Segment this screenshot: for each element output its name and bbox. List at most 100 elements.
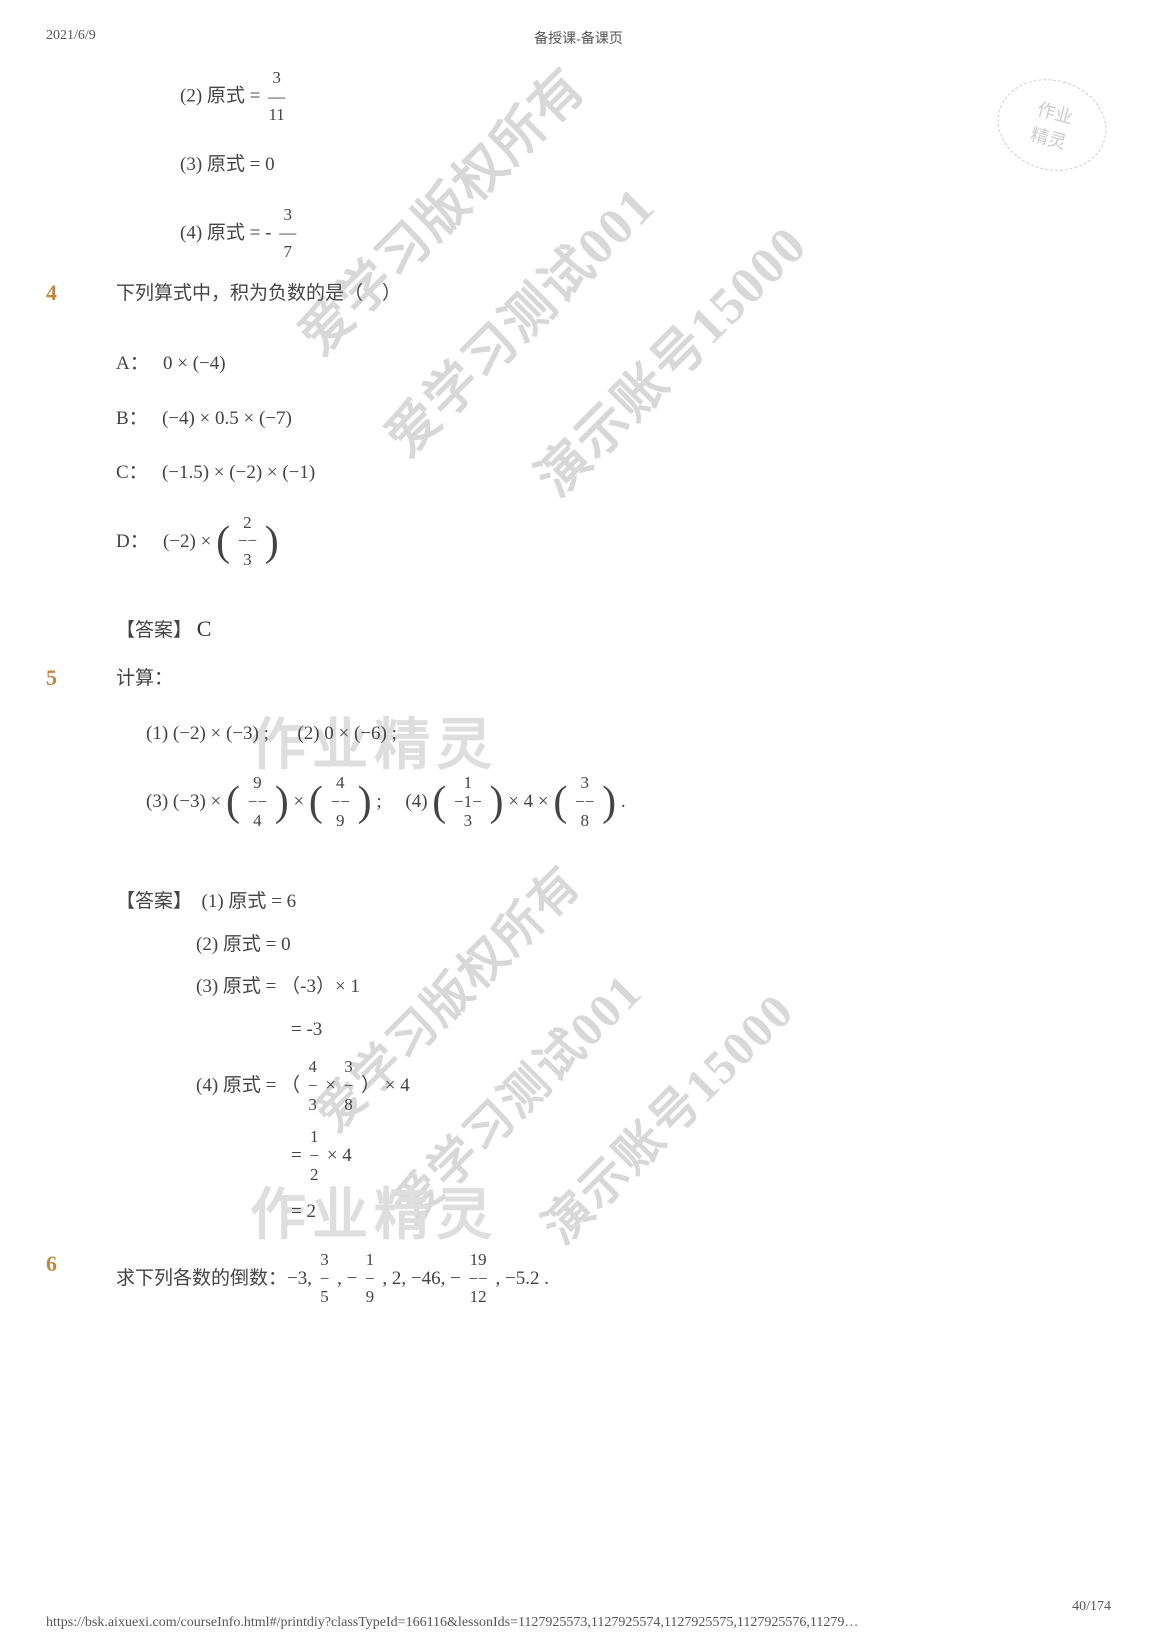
frac-num: 19 <box>469 1251 488 1270</box>
opt-d-label: D： <box>116 530 149 551</box>
frac-den: 9 <box>331 812 350 831</box>
intro-4-label: (4) 原式 = - <box>180 222 271 243</box>
q4-stem: 下列算式中，积为负数的是（ ） <box>116 280 1111 309</box>
q5-a4: (4) 原式 = （ 4 − 3 × 3 − 8 ） × 4 <box>196 1058 1111 1114</box>
intro-3: (3) 原式 = 0 <box>180 151 1111 180</box>
opt-a-label: A： <box>116 353 149 374</box>
intro-4-frac: 3 — 7 <box>279 206 296 262</box>
frac-num: 1 <box>365 1251 375 1270</box>
q5-answer: 【答案】 (1) 原式 = 6 <box>116 888 1111 917</box>
frac-num: 4 <box>308 1058 318 1077</box>
rparen-icon: ) <box>489 781 503 823</box>
lparen-icon: ( <box>216 521 230 563</box>
intro-2-label: (2) 原式 = <box>180 85 260 106</box>
q5-a4b-frac: 1 − 2 <box>309 1128 319 1184</box>
q5-number: 5 <box>46 665 57 691</box>
rparen-icon: ) <box>358 781 372 823</box>
intro-2-frac: 3 — 11 <box>268 69 285 125</box>
frac-den: 4 <box>248 812 267 831</box>
q4-option-b: B： (−4) × 0.5 × (−7) <box>116 405 1111 434</box>
frac-num: 4 <box>331 774 350 793</box>
opt-a-text: 0 × (−4) <box>163 353 226 374</box>
opt-b-label: B： <box>116 408 148 429</box>
q6-s3: , −5.2 . <box>496 1268 549 1289</box>
q5-row1: (1) (−2) × (−3) ; (2) 0 × (−6) ; <box>146 720 1111 749</box>
q5-a4b-pre: = <box>291 1145 306 1166</box>
q5-a4-pre: (4) 原式 = （ <box>196 1075 300 1096</box>
q5-p2: (2) 0 × (−6) ; <box>297 723 397 744</box>
footer-pageno: 40/174 <box>1072 1599 1111 1615</box>
q5-p3-f1: 9 −− 4 <box>248 774 267 830</box>
q6-s2: , 2, −46, − <box>382 1268 460 1289</box>
q4-block: 下列算式中，积为负数的是（ ） A： 0 × (−4) B： (−4) × 0.… <box>116 280 1111 646</box>
ans-label: 【答案】 <box>116 891 192 912</box>
frac-den: 8 <box>344 1096 354 1115</box>
frac-den: 5 <box>320 1288 330 1307</box>
opt-c-label: C： <box>116 462 148 483</box>
q5-a4-f2: 3 − 8 <box>344 1058 354 1114</box>
frac-num: 3 <box>344 1058 354 1077</box>
q6-f2: 1 − 9 <box>365 1251 375 1307</box>
q5-a4b: = 1 − 2 × 4 <box>291 1128 1111 1184</box>
footer-url: https://bsk.aixuexi.com/courseInfo.html#… <box>46 1615 858 1631</box>
q5-p3-post: ; <box>376 791 381 812</box>
frac-num: 3 <box>279 206 296 225</box>
frac-den: 7 <box>279 243 296 262</box>
q5-p4-pre: (4) <box>405 791 427 812</box>
q5-block: 计算： (1) (−2) × (−3) ; (2) 0 × (−6) ; (3)… <box>116 665 1111 1227</box>
q5-p4-f2: 3 −− 8 <box>575 774 594 830</box>
frac-den: 3 <box>454 812 482 831</box>
q5-a4b-post: × 4 <box>327 1145 352 1166</box>
q5-p4-post: . <box>621 791 626 812</box>
q5-a4-mid: × <box>325 1075 336 1096</box>
lparen-icon: ( <box>553 781 567 823</box>
q6-stem: 求下列各数的倒数：−3, 3 − 5 , − 1 − 9 , 2, −46, −… <box>116 1251 1111 1307</box>
frac-den: 9 <box>365 1288 375 1307</box>
frac-den: 8 <box>575 812 594 831</box>
q6-stem-pre: 求下列各数的倒数：−3, <box>116 1268 312 1289</box>
q5-p3-pre: (3) (−3) × <box>146 791 221 812</box>
frac-den: 11 <box>268 106 285 125</box>
q5-p4-mid: × 4 × <box>508 791 548 812</box>
q6-f3: 19 −− 12 <box>469 1251 488 1307</box>
frac-num: 3 <box>575 774 594 793</box>
q4-answer: 【答案】 C <box>116 612 1111 646</box>
frac-num: 1 <box>454 774 482 793</box>
q5-a3b: = -3 <box>291 1016 1111 1045</box>
rparen-icon: ) <box>275 781 289 823</box>
q5-a2: (2) 原式 = 0 <box>196 931 1111 960</box>
q4-option-c: C： (−1.5) × (−2) × (−1) <box>116 459 1111 488</box>
q5-a1: (1) 原式 = 6 <box>202 891 297 912</box>
frac-num: 3 <box>320 1251 330 1270</box>
ans-label: 【答案】 <box>116 620 192 641</box>
q5-row2: (3) (−3) × ( 9 −− 4 ) × ( 4 −− 9 ) ; <box>146 774 1111 830</box>
frac-num: 1 <box>309 1128 319 1147</box>
q6-f1: 3 − 5 <box>320 1251 330 1307</box>
q5-a4-f1: 4 − 3 <box>308 1058 318 1114</box>
q5-p1: (1) (−2) × (−3) ; <box>146 723 269 744</box>
frac-den: 2 <box>309 1166 319 1185</box>
page-content: (2) 原式 = 3 — 11 (3) 原式 = 0 (4) 原式 = - 3 … <box>46 65 1111 1577</box>
q4-number: 4 <box>46 280 57 306</box>
q4-option-d: D： (−2) × ( 2 −− 3 ) <box>116 514 1111 570</box>
q5-a3: (3) 原式 = （-3）× 1 <box>196 973 1111 1002</box>
q5-p3-mid: × <box>293 791 304 812</box>
opt-d-frac: 2 −− 3 <box>238 514 257 570</box>
lparen-icon: ( <box>309 781 323 823</box>
header-date: 2021/6/9 <box>46 28 96 44</box>
opt-c-text: (−1.5) × (−2) × (−1) <box>162 462 315 483</box>
opt-b-text: (−4) × 0.5 × (−7) <box>162 408 292 429</box>
q4-option-a: A： 0 × (−4) <box>116 350 1111 379</box>
q6-s1: , − <box>337 1268 357 1289</box>
q5-stem: 计算： <box>116 665 1111 694</box>
intro-block: (2) 原式 = 3 — 11 (3) 原式 = 0 (4) 原式 = - 3 … <box>116 69 1111 262</box>
q6-block: 求下列各数的倒数：−3, 3 − 5 , − 1 − 9 , 2, −46, −… <box>116 1251 1111 1307</box>
frac-num: 9 <box>248 774 267 793</box>
header-title: 备授课-备课页 <box>534 28 623 48</box>
intro-2: (2) 原式 = 3 — 11 <box>180 69 1111 125</box>
rparen-icon: ) <box>265 521 279 563</box>
ans-value: C <box>197 616 212 641</box>
frac-num: 3 <box>268 69 285 88</box>
opt-d-pre: (−2) × <box>163 530 211 551</box>
q5-a4-post: ） × 4 <box>361 1075 410 1096</box>
